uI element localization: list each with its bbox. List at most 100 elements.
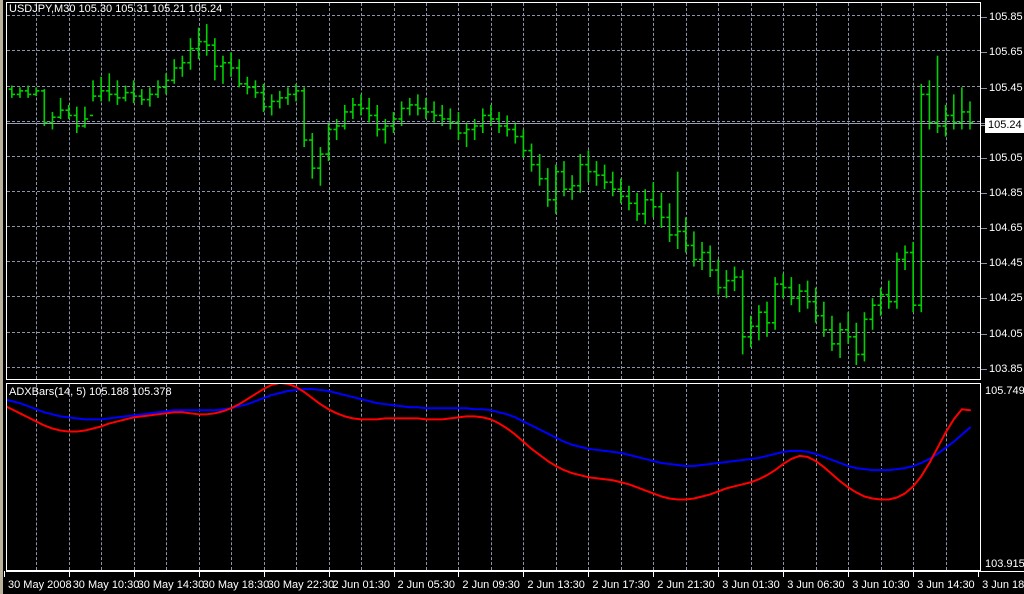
price-scale-tick	[981, 87, 987, 89]
current-price-tick	[981, 124, 986, 126]
time-scale-tick	[978, 571, 980, 577]
time-scale-label: 3 Jun 06:30	[787, 579, 845, 591]
current-price-level-line	[7, 122, 980, 124]
time-scale-tick	[458, 571, 460, 577]
gridline-vertical	[913, 384, 915, 570]
time-scale-label: 2 Jun 01:30	[332, 579, 391, 591]
gridline-vertical	[490, 384, 493, 570]
time-scale-tick	[68, 571, 70, 577]
gridline-vertical	[101, 384, 103, 570]
time-scale-tick	[133, 571, 135, 577]
gridline-vertical	[328, 384, 331, 570]
price-scale-tick	[981, 52, 987, 54]
gridline-vertical	[588, 3, 590, 379]
time-scale-axis[interactable]: 30 May 2008 30 May 10:30 30 May 14:30 30 Ma…	[3, 571, 1024, 594]
time-scale-tick	[653, 571, 655, 577]
price-bars-layer	[8, 24, 974, 365]
current-price-tag: 105.24	[985, 117, 1024, 133]
main-price-chart[interactable]	[7, 3, 980, 379]
gridline-vertical	[393, 384, 396, 570]
price-scale-tick	[981, 157, 987, 159]
gridline-horizontal	[7, 226, 980, 228]
time-scale-label: 30 May 18:30	[202, 579, 270, 591]
price-scale-tick	[981, 263, 987, 265]
time-scale-label: 2 Jun 05:30	[397, 579, 456, 591]
gridline-vertical	[426, 3, 428, 379]
gridline-horizontal	[7, 296, 980, 298]
time-scale-tick	[328, 571, 330, 577]
indicator-subwindow[interactable]	[7, 384, 980, 570]
gridline-vertical	[296, 384, 298, 570]
gridline-vertical	[685, 384, 688, 570]
gridline-horizontal	[7, 331, 980, 334]
gridline-vertical	[750, 3, 753, 379]
gridline-vertical	[718, 384, 720, 570]
indicator-scale-axis[interactable]: 105.749 103.915	[981, 383, 1024, 571]
price-scale-tick	[981, 298, 987, 300]
time-scale-label: 3 Jun 10:30	[852, 579, 910, 591]
time-scale-tick	[198, 571, 200, 577]
gridline-vertical	[490, 3, 493, 379]
gridline-vertical	[263, 3, 266, 379]
gridline-vertical	[361, 384, 363, 570]
gridline-vertical	[198, 384, 201, 570]
gridline-vertical	[555, 384, 558, 570]
price-scale-label: 105.65	[989, 46, 1023, 59]
gridline-vertical	[231, 384, 233, 570]
gridline-horizontal	[7, 15, 980, 17]
gridline-vertical	[880, 3, 883, 379]
gridline-vertical	[458, 384, 460, 570]
main-chart-title: USDJPY,M30 105.30 105.31 105.21 105.24	[9, 3, 223, 15]
price-scale-label: 104.85	[989, 187, 1023, 199]
indicator-scale-top-label: 105.749	[985, 385, 1024, 397]
time-scale-label: 3 Jun 18:30	[982, 579, 1024, 591]
time-scale-label: 3 Jun 01:30	[722, 579, 780, 591]
time-scale-label: 30 May 22:30	[267, 579, 335, 591]
time-scale-label: 30 May 10:30	[72, 579, 140, 591]
gridline-vertical	[426, 384, 428, 570]
time-scale-label: 2 Jun 21:30	[657, 579, 715, 591]
time-scale-tick	[718, 571, 720, 577]
time-scale-tick	[913, 571, 915, 577]
price-scale-axis[interactable]: 105.85105.65105.45105.25105.05104.85104.…	[981, 2, 1024, 380]
gridline-vertical	[36, 384, 38, 570]
gridline-horizontal	[7, 191, 980, 193]
time-scale-tick	[783, 571, 785, 577]
gridline-horizontal	[7, 50, 980, 52]
gridline-vertical	[523, 3, 525, 379]
gridline-vertical	[166, 384, 168, 570]
indicator-scale-bottom-label: 103.915	[985, 558, 1024, 570]
gridline-vertical	[36, 3, 38, 379]
indicator-lines-layer	[7, 384, 971, 501]
time-scale-label: 2 Jun 17:30	[592, 579, 650, 591]
gridline-vertical	[945, 3, 948, 379]
gridline-vertical	[393, 3, 396, 379]
gridline-vertical	[198, 3, 201, 379]
price-scale-label: 104.65	[989, 222, 1023, 235]
gridline-vertical	[263, 384, 266, 570]
price-scale-tick	[981, 193, 987, 194]
gridline-vertical	[848, 384, 850, 570]
gridline-vertical	[523, 384, 525, 570]
price-scale-tick	[981, 228, 987, 230]
gridline-vertical	[783, 3, 785, 379]
gridline-vertical	[133, 384, 136, 570]
gridline-vertical	[815, 3, 818, 379]
gridline-vertical	[296, 3, 298, 379]
indicator-line	[7, 387, 971, 472]
price-scale-label: 104.05	[989, 327, 1023, 340]
gridline-vertical	[653, 384, 655, 570]
time-scale-label: 2 Jun 13:30	[527, 579, 585, 591]
gridline-vertical	[945, 384, 948, 570]
gridline-horizontal	[7, 155, 980, 158]
gridline-vertical	[815, 384, 818, 570]
time-scale-label: 3 Jun 14:30	[917, 579, 975, 591]
price-scale-tick	[981, 368, 987, 370]
indicator-title: ADXBars(14, 5) 105.188 105.378	[9, 386, 172, 398]
gridline-vertical	[750, 384, 753, 570]
gridline-horizontal	[7, 261, 980, 263]
time-scale-tick	[588, 571, 590, 577]
indicator-line	[7, 384, 971, 501]
gridline-vertical	[68, 384, 71, 570]
